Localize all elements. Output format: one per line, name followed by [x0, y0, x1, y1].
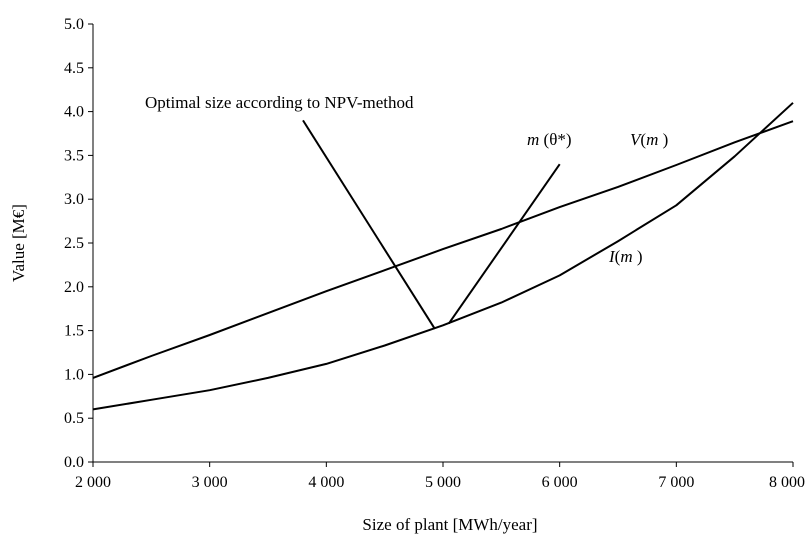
y-tick-label: 4.0 — [64, 104, 84, 121]
y-tick-label: 3.5 — [64, 147, 84, 164]
annotation-m-theta: m (θ*) — [527, 130, 572, 149]
annotation-i-close: ) — [633, 247, 643, 266]
annotation-i-m-letter: m — [620, 247, 632, 266]
x-tick-label: 2 000 — [75, 474, 111, 491]
x-tick-label: 7 000 — [658, 474, 694, 491]
series-line-npv-pointer — [302, 119, 436, 330]
x-tick-label: 4 000 — [308, 474, 344, 491]
x-axis-title: Size of plant [MWh/year] — [362, 515, 537, 534]
annotation-v-open: ( — [640, 130, 646, 149]
annotation-v-m-letter: m — [646, 130, 658, 149]
y-tick-label: 4.5 — [64, 60, 84, 77]
annotation-m-theta-m: m — [527, 130, 539, 149]
ticks: 0.0 0.5 1.0 1.5 2.0 2.5 3.0 3.5 4.0 4.5 5.0 2 000 3 … — [64, 16, 805, 491]
axes — [92, 24, 793, 463]
y-tick-label: 3.0 — [64, 191, 84, 208]
annotation-v-close: ) — [658, 130, 668, 149]
y-tick-label: 0.5 — [64, 410, 84, 427]
y-tick-label: 1.5 — [64, 323, 84, 340]
y-axis-title: Value [M€] — [9, 204, 28, 282]
annotation-i-open: ( — [615, 247, 621, 266]
series-line-i-m — [92, 102, 794, 411]
x-tick-label: 3 000 — [192, 474, 228, 491]
annotation-i-m: I(m ) — [608, 247, 643, 266]
y-tick-label: 5.0 — [64, 16, 84, 33]
annotation-npv-optimal: Optimal size according to NPV-method — [145, 93, 414, 112]
annotation-m-theta-rest: (θ*) — [539, 130, 571, 149]
x-tick-label: 6 000 — [542, 474, 578, 491]
series-line-m-theta — [447, 163, 561, 325]
series-lines — [92, 102, 794, 411]
y-tick-label: 2.0 — [64, 279, 84, 296]
y-tick-label: 0.0 — [64, 454, 84, 471]
annotation-v-prefix: V — [630, 130, 643, 149]
x-tick-label: 8 000 — [769, 474, 805, 491]
annotation-v-m: V(m ) — [630, 130, 668, 149]
y-tick-label: 2.5 — [64, 235, 84, 252]
x-tick-label: 5 000 — [425, 474, 461, 491]
annotation-i-prefix: I — [608, 247, 616, 266]
y-tick-label: 1.0 — [64, 366, 84, 383]
series-line-v-m — [92, 120, 794, 379]
